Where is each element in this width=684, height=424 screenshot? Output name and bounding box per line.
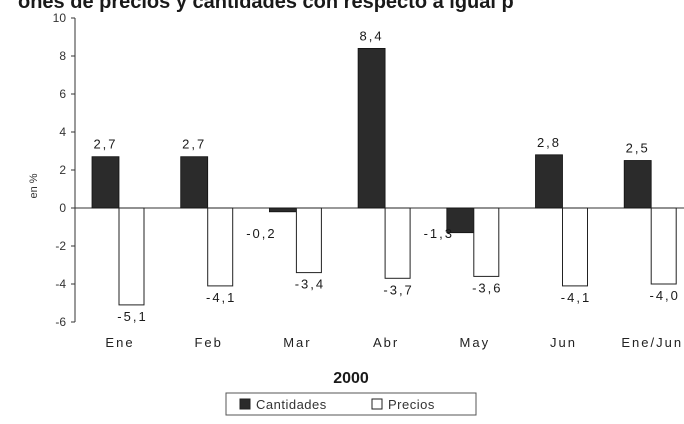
y-tick-label: -6 — [55, 315, 66, 329]
legend-box — [225, 392, 477, 416]
bar-cantidades — [535, 154, 563, 209]
data-label-precios: -3,4 — [295, 277, 325, 292]
data-label-precios: -4,1 — [561, 290, 591, 305]
bar-precios — [295, 207, 322, 274]
data-label-cantidades: 2,7 — [182, 137, 206, 152]
bar-cantidades — [180, 156, 209, 209]
y-axis-label: en % — [28, 173, 40, 198]
legend: Cantidades Precios — [225, 392, 477, 416]
bar-precios — [207, 207, 234, 287]
x-tick-label: May — [460, 335, 491, 350]
data-label-cantidades: -0,2 — [246, 226, 276, 241]
y-tick-label: -2 — [55, 239, 66, 253]
data-label-cantidades: 2,8 — [537, 135, 561, 150]
data-label-precios: -3,7 — [383, 282, 413, 297]
bar-cantidades — [268, 207, 297, 213]
y-tick-label: 2 — [59, 163, 66, 177]
data-label-cantidades: 2,7 — [93, 137, 117, 152]
data-label-cantidades: 2,5 — [626, 141, 650, 156]
y-tick-label: 10 — [53, 11, 67, 25]
x-axis-label: 2000 — [333, 370, 369, 387]
y-tick-label: 0 — [59, 201, 66, 215]
y-tick-label: 4 — [59, 125, 66, 139]
x-tick-label: Jun — [550, 335, 577, 350]
plot-area: 10 8 6 4 2 0 -2 -4 -6 2,7 -5,1 Ene 2,7 -4,1 Feb -0,2 -3,… — [53, 11, 684, 350]
data-label-precios: -3,6 — [472, 280, 502, 295]
bar-cantidades — [623, 160, 652, 209]
data-label-cantidades: -1,3 — [424, 226, 454, 241]
legend-label-cantidades: Cantidades — [256, 397, 327, 412]
legend-swatch-precios — [371, 398, 383, 410]
legend-label-precios: Precios — [388, 397, 435, 412]
y-tick-label: -4 — [55, 277, 66, 291]
x-tick-label: Ene — [105, 335, 134, 350]
data-label-precios: -5,1 — [117, 309, 147, 324]
x-tick-label: Mar — [283, 335, 311, 350]
data-label-precios: -4,1 — [206, 290, 236, 305]
bar-cantidades — [91, 156, 120, 209]
x-tick-label: Abr — [373, 335, 399, 350]
chart-title: ones de precios y cantidades con respect… — [18, 0, 514, 13]
bar-precios — [473, 207, 500, 277]
legend-swatch-cantidades — [239, 398, 251, 410]
y-tick-label: 6 — [59, 87, 66, 101]
y-tick-label: 8 — [59, 49, 66, 63]
x-tick-label: Ene/Jun — [621, 335, 683, 350]
bar-precios — [650, 207, 677, 285]
data-label-cantidades: 8,4 — [360, 28, 384, 43]
x-tick-label: Feb — [194, 335, 222, 350]
data-label-precios: -4,0 — [649, 288, 679, 303]
bar-cantidades — [446, 207, 475, 234]
bar-cantidades — [357, 48, 386, 209]
bar-precios — [118, 207, 145, 306]
bar-precios — [562, 207, 588, 287]
bar-precios — [384, 207, 411, 279]
